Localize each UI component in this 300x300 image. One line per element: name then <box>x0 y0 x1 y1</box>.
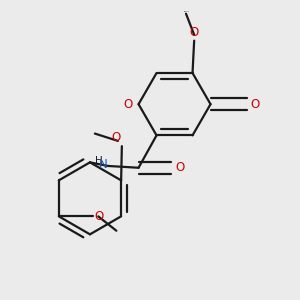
Text: O: O <box>123 98 133 111</box>
Text: O: O <box>190 26 199 39</box>
Text: O: O <box>175 161 184 174</box>
Text: H: H <box>95 156 103 166</box>
Text: methoxy: methoxy <box>184 11 190 12</box>
Text: O: O <box>251 98 260 111</box>
Text: O: O <box>94 210 104 223</box>
Text: O: O <box>111 130 120 143</box>
Text: N: N <box>99 158 107 171</box>
